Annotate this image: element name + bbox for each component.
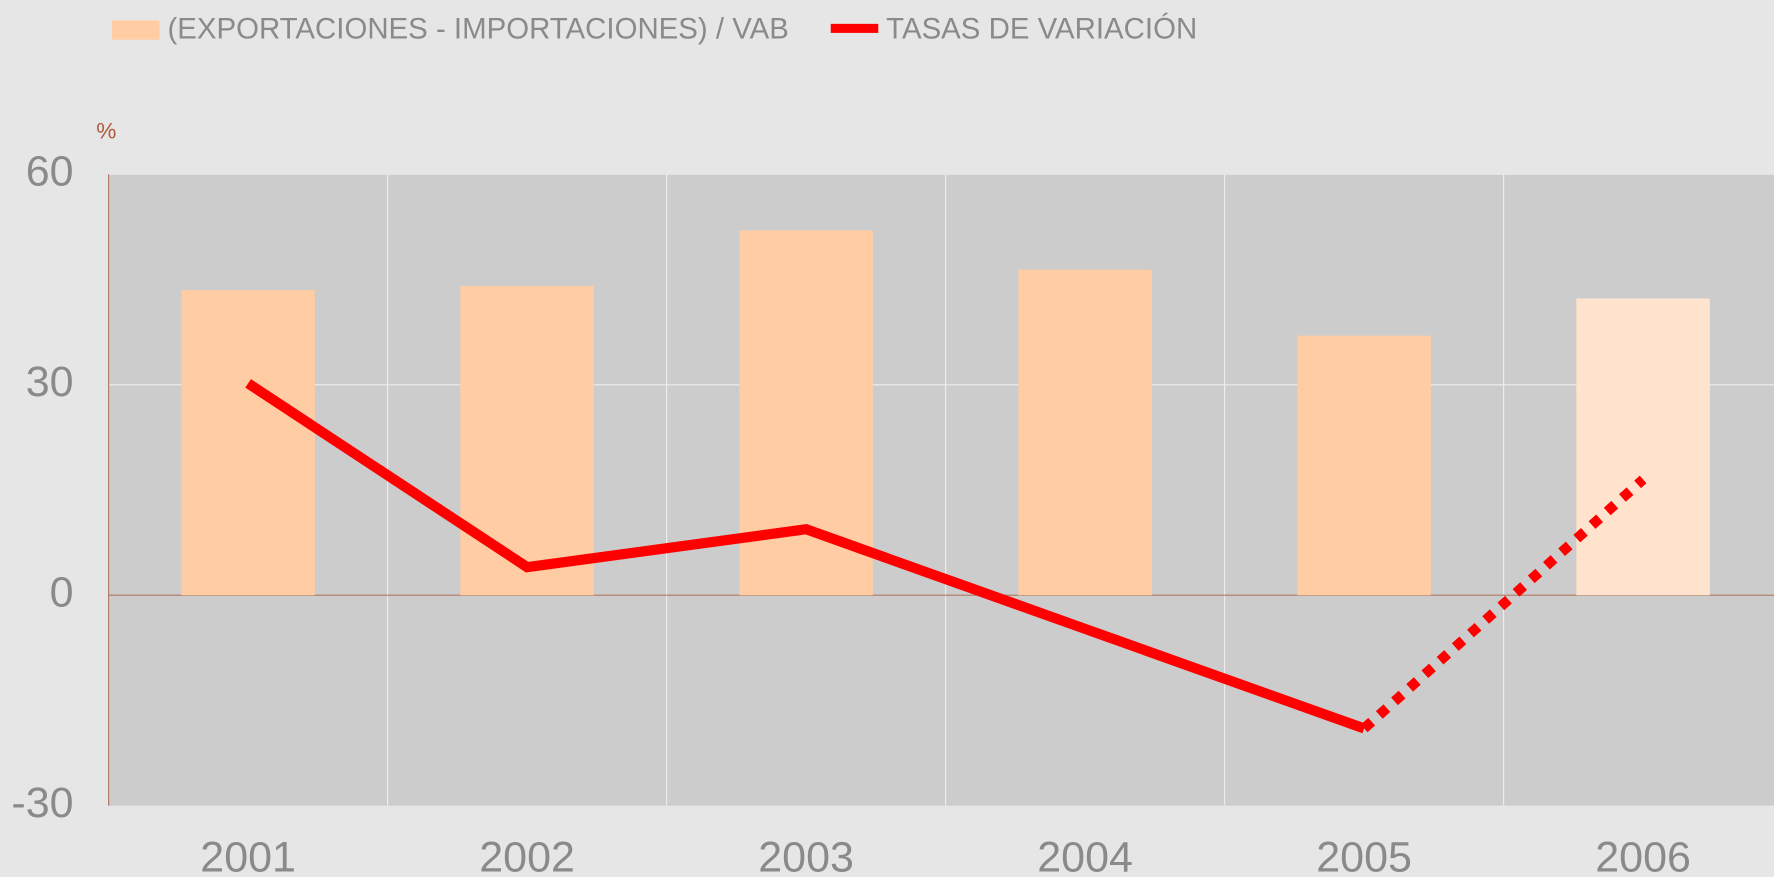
bar (1297, 335, 1431, 596)
x-tick-label: 2006 (1595, 833, 1691, 877)
legend-label: TASAS DE VARIACIÓN (886, 12, 1197, 45)
x-tick-label: 2005 (1316, 833, 1412, 877)
y-tick-label: -30 (11, 779, 73, 827)
bar (181, 290, 315, 596)
legend-swatch (112, 20, 160, 40)
x-tick-label: 2002 (479, 833, 575, 877)
line (245, 379, 1366, 734)
x-tick-label: 2003 (758, 833, 854, 877)
bar (460, 285, 594, 596)
y-tick-label: 60 (26, 148, 74, 196)
y-tick-label: 0 (50, 569, 74, 617)
legend-label: (EXPORTACIONES - IMPORTACIONES) / VAB (167, 12, 788, 45)
x-tick-label: 2001 (200, 833, 296, 877)
plot-area (108, 174, 1774, 806)
line-projected (1360, 475, 1647, 733)
legend-swatch (830, 23, 879, 33)
y-tick-label: 30 (26, 358, 74, 406)
bar (1576, 298, 1710, 596)
y-axis-label: % (96, 118, 116, 143)
bar (1018, 269, 1152, 596)
x-tick-label: 2004 (1037, 833, 1133, 877)
